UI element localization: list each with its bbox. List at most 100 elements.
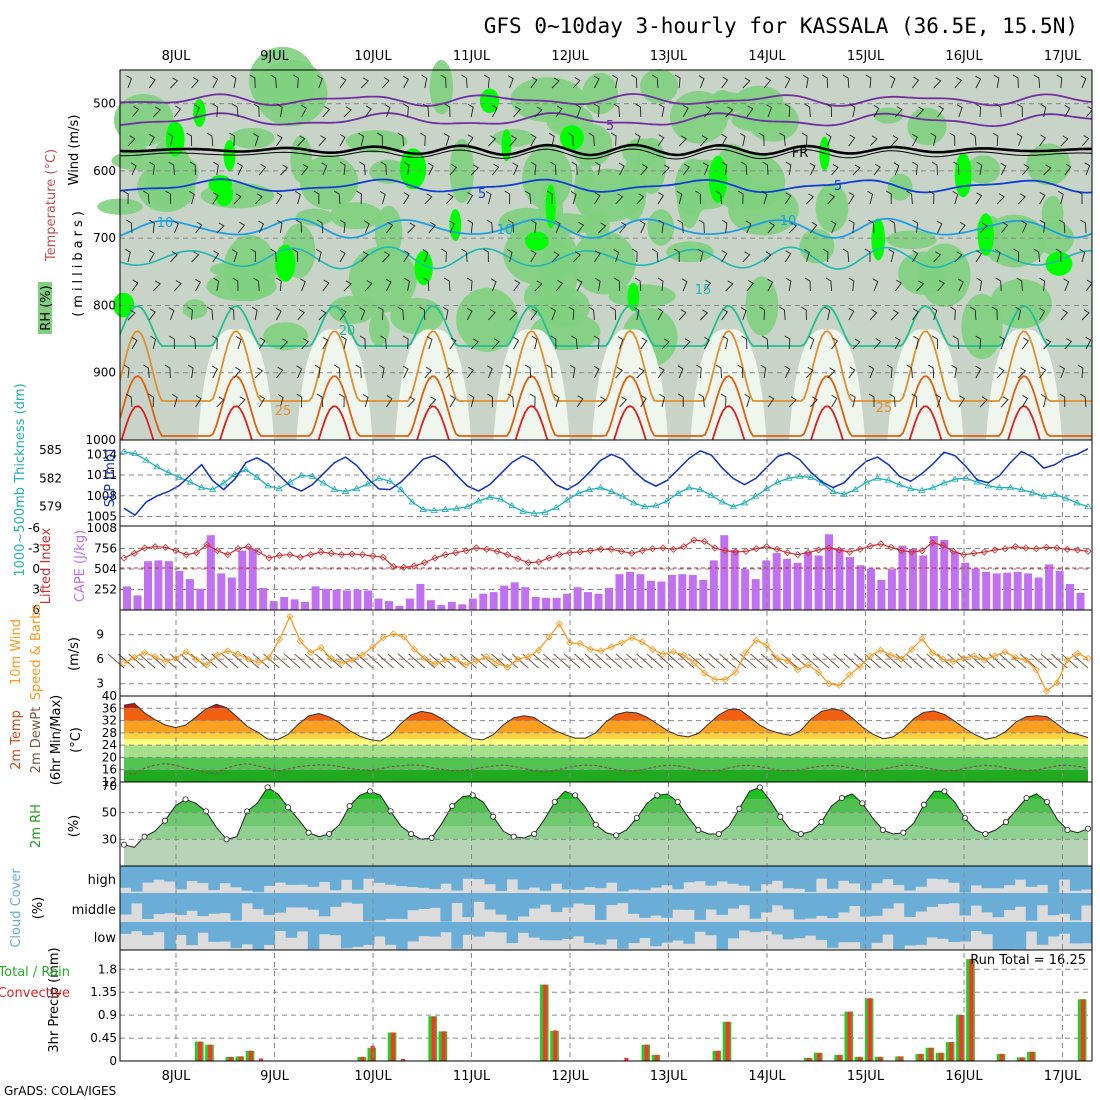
wind-barb: [853, 653, 871, 669]
wind-barb: [848, 307, 855, 321]
rh-marker: [613, 832, 620, 839]
wind-barb: [468, 393, 475, 408]
cloud-fraction: [495, 866, 508, 892]
wind-barb: [740, 307, 747, 321]
wind-barb: [422, 103, 430, 118]
wind-barb: [258, 163, 267, 176]
wind-barb: [490, 278, 497, 292]
wind-barb: [584, 653, 602, 669]
wind-barb: [594, 161, 601, 176]
cloud-fraction: [716, 922, 728, 950]
wind-barb: [979, 222, 988, 234]
temp-band: [124, 769, 1088, 782]
li-marker: [431, 554, 439, 562]
wind-barb: [195, 221, 203, 234]
wind-barb: [842, 248, 850, 263]
wind-barb: [1081, 309, 1090, 321]
thickness-marker: [574, 489, 583, 496]
wind-barb: [148, 76, 156, 89]
wind-barb: [212, 250, 220, 263]
rh-region: [582, 72, 619, 115]
rh-moist-core: [977, 213, 994, 256]
wind-barb: [571, 335, 578, 350]
precip-conv-bar: [644, 1044, 649, 1061]
precip-conv-bar: [969, 959, 974, 1061]
wind-barb: [906, 190, 913, 205]
precip-tick-label: 0.9: [98, 1008, 117, 1022]
wind-barb: [229, 132, 235, 147]
date-label-bottom: 15JUL: [847, 1069, 885, 1084]
li-marker: [1074, 546, 1082, 554]
li-marker: [1001, 545, 1009, 553]
wind-barb: [325, 653, 343, 669]
rh-region: [676, 160, 702, 229]
wind-barb: [118, 653, 135, 669]
wind-barb: [995, 277, 1002, 292]
cloud-fraction: [716, 866, 728, 882]
wind-barb: [322, 336, 329, 350]
cloud-fraction: [849, 922, 861, 943]
isotherm-30: [120, 374, 1092, 437]
cloud-fraction: [120, 893, 132, 915]
wind10-label: 10m Wind: [9, 619, 24, 685]
cloud-fraction: [837, 893, 850, 913]
wind-barb: [661, 338, 670, 350]
precip-conv-bar: [949, 1042, 954, 1061]
li-marker: [1053, 544, 1061, 552]
wind-speed-marker: [213, 651, 221, 659]
cape-bar: [605, 588, 613, 610]
wind-barb: [187, 306, 193, 321]
cloud-fraction: [462, 922, 474, 935]
wind-barb: [574, 653, 591, 669]
rh-marker: [264, 784, 271, 791]
thickness-marker: [696, 485, 704, 493]
li-marker: [835, 546, 843, 554]
cape-bar: [290, 599, 299, 610]
wind-barb: [467, 103, 474, 118]
wind-speed-marker: [887, 651, 895, 659]
wind-barb: [339, 250, 346, 263]
cloud-fraction: [782, 866, 795, 889]
wind-barb: [359, 335, 366, 350]
wind-barb: [237, 221, 246, 234]
thickness-marker: [541, 508, 549, 515]
cape-bar: [741, 569, 750, 610]
wind-barb: [270, 248, 277, 263]
precip-conv-bar: [543, 984, 548, 1061]
wind-barb: [1084, 162, 1091, 176]
cape-bar: [751, 579, 760, 610]
isotherm-label: 15: [695, 283, 712, 298]
wind-barb: [594, 277, 601, 292]
cloud-fraction: [606, 893, 618, 906]
wind-barb: [682, 338, 691, 350]
temp-unit-label: (°C): [69, 727, 84, 753]
wind-barb: [885, 190, 892, 204]
cloud-fraction: [495, 922, 508, 933]
wind-barb: [335, 653, 353, 669]
wind-barb: [254, 367, 264, 379]
wind-barb: [571, 161, 578, 176]
wind-barb: [619, 396, 628, 408]
wind-barb: [242, 653, 260, 669]
wind-barb: [377, 306, 384, 321]
wind-speed-marker: [918, 635, 926, 643]
cloud-fraction: [186, 866, 198, 882]
li-marker: [141, 544, 149, 552]
wind-barb: [443, 277, 451, 292]
wind-barb: [426, 336, 433, 350]
cloud-fraction: [904, 893, 916, 918]
wind-barb: [721, 250, 728, 263]
rh-region: [966, 155, 1001, 184]
wind-barb: [912, 250, 919, 263]
li-marker: [566, 549, 574, 557]
precip-conv-bar: [806, 1057, 811, 1061]
wind-barb: [397, 132, 405, 147]
cape-bar: [185, 579, 194, 610]
wind-barb: [634, 133, 641, 147]
wind-barb: [1059, 393, 1066, 408]
wind-barb: [677, 219, 684, 234]
wind-barb: [167, 132, 174, 147]
li-tick-label: 0: [32, 562, 40, 576]
precip-conv-bar: [248, 1050, 253, 1061]
wind-barb: [784, 103, 791, 118]
